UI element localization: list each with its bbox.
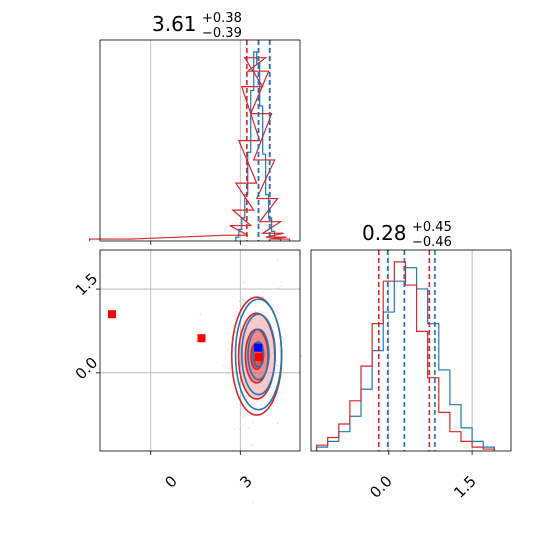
- scatter-point: [277, 258, 279, 261]
- scatter-point: [238, 300, 241, 303]
- xtick-label-br-0.0: 0.0: [366, 472, 396, 502]
- marker-3: [254, 343, 263, 352]
- scatter-point: [254, 310, 257, 313]
- scatter-point: [242, 424, 245, 427]
- scatter-point: [242, 416, 245, 418]
- contour-line-1-2: [247, 328, 270, 381]
- scatter-point: [242, 299, 245, 302]
- scatter-point: [252, 421, 254, 424]
- scatter-point: [233, 347, 236, 350]
- scatter-point: [277, 365, 279, 367]
- scatter-point: [245, 395, 247, 397]
- scatter-point: [199, 313, 201, 315]
- scatter-point: [275, 359, 278, 361]
- scatter-point: [262, 311, 264, 313]
- marker-1: [197, 334, 206, 343]
- title-bottom-right-minus: −0.46: [412, 235, 452, 250]
- title-bottom-right: 0.28: [362, 221, 407, 245]
- scatter-point: [271, 408, 273, 411]
- scatter-point: [274, 386, 277, 389]
- scatter-point: [232, 304, 234, 307]
- scatter-point: [234, 331, 237, 333]
- scatter-point: [262, 291, 264, 294]
- scatter-point: [280, 281, 283, 283]
- histogram-panel-bottom-right: [310, 249, 512, 455]
- histogram-panel-top-left: [88, 39, 301, 245]
- scatter-point: [228, 332, 231, 334]
- scatter-point: [247, 427, 250, 429]
- panel-frame: [99, 39, 301, 242]
- xtick-label-0: 0: [161, 472, 180, 491]
- scatter-point: [242, 408, 245, 410]
- scatter-point: [264, 396, 266, 399]
- hist-series-1: [315, 261, 495, 451]
- scatter-point: [244, 287, 246, 290]
- scatter-point: [223, 365, 225, 367]
- panel-frame: [99, 249, 301, 452]
- contour-line-1-0: [234, 298, 283, 411]
- contour-line-1-3: [252, 341, 265, 368]
- title-top-left-minus: −0.39: [202, 26, 242, 41]
- scatter-point: [252, 502, 254, 504]
- title-top-left-plus: +0.38: [202, 11, 242, 26]
- scatter-point: [259, 310, 261, 312]
- scatter-point: [278, 287, 280, 289]
- scatter-point: [234, 428, 236, 430]
- scatter-point: [246, 308, 248, 311]
- ytick-label-1.5: 1.5: [72, 270, 102, 300]
- ytick-label-0.0: 0.0: [72, 354, 102, 384]
- scatter-point: [243, 281, 245, 284]
- scatter-point: [236, 307, 238, 309]
- scatter-point: [227, 348, 230, 350]
- marker-0: [107, 310, 116, 319]
- contour-line-1-1: [240, 313, 277, 396]
- scatter-point: [227, 373, 230, 375]
- scatter-point: [281, 335, 283, 338]
- title-top-left: 3.61: [152, 12, 197, 36]
- scatter-point: [268, 316, 270, 318]
- panel-frame: [310, 249, 512, 452]
- scatter-point: [277, 422, 279, 424]
- xtick-label-3: 3: [236, 472, 255, 491]
- scatter-point: [251, 444, 253, 446]
- scatter-point: [237, 372, 239, 374]
- scatter-point: [270, 386, 272, 389]
- scatter-point: [255, 400, 258, 402]
- title-bottom-right-plus: +0.45: [412, 220, 452, 235]
- marker-2: [254, 353, 263, 362]
- scatter-point: [282, 337, 285, 340]
- xtick-label-br-1.5: 1.5: [450, 472, 480, 502]
- scatter-point: [233, 314, 236, 316]
- scatter-point: [273, 382, 275, 384]
- contour-panel-bottom-left: [96, 249, 302, 504]
- scatter-point: [300, 354, 302, 357]
